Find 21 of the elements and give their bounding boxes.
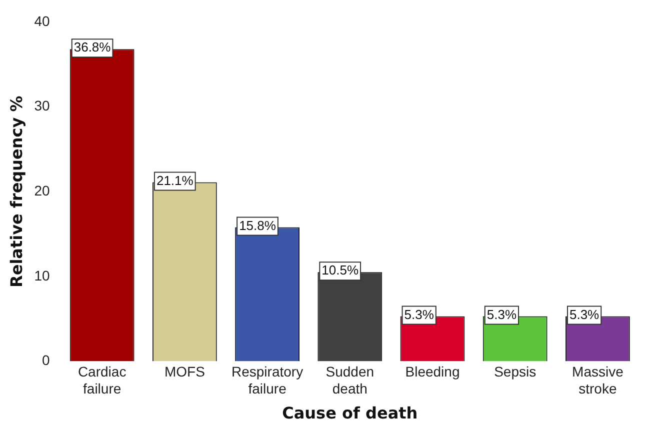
y-tick-label: 40 [34, 12, 50, 29]
y-tick-label: 10 [34, 267, 50, 284]
y-tick-label: 0 [42, 352, 50, 368]
y-tick-label: 30 [34, 98, 50, 114]
x-tick-label: Cardiac failure [78, 363, 126, 396]
data-label: 10.5% [322, 262, 359, 278]
y-tick-label: 20 [34, 182, 50, 198]
x-tick-label: MOFS [164, 363, 205, 380]
data-label: 5.3% [486, 306, 517, 322]
x-tick-label: Sudden death [326, 363, 374, 396]
x-axis-title: Cause of death [282, 404, 418, 423]
x-tick-label: Bleeding [405, 363, 460, 380]
data-label: 36.8% [74, 40, 112, 55]
x-tick-label: Respiratory failure [231, 363, 304, 396]
x-tick-label: Sepsis [494, 363, 536, 380]
y-axis-title: Relative frequency % [6, 96, 26, 288]
data-label: 5.3% [569, 306, 600, 322]
data-label: 5.3% [404, 306, 434, 322]
data-label: 21.1% [156, 172, 194, 188]
data-label: 15.8% [239, 218, 276, 233]
x-tick-label: Massive stroke [572, 363, 624, 396]
